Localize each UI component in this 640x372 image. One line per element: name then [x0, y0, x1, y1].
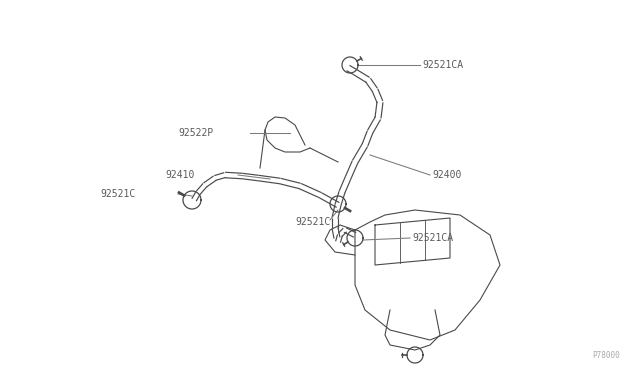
Text: 92410: 92410 [165, 170, 195, 180]
Text: 92521C: 92521C [295, 217, 330, 227]
Text: 92521CA: 92521CA [422, 60, 463, 70]
Text: 92521CA: 92521CA [412, 233, 453, 243]
Text: P78000: P78000 [592, 351, 620, 360]
Text: 92400: 92400 [432, 170, 461, 180]
Text: 92521C: 92521C [100, 189, 135, 199]
Text: 92522P: 92522P [178, 128, 213, 138]
